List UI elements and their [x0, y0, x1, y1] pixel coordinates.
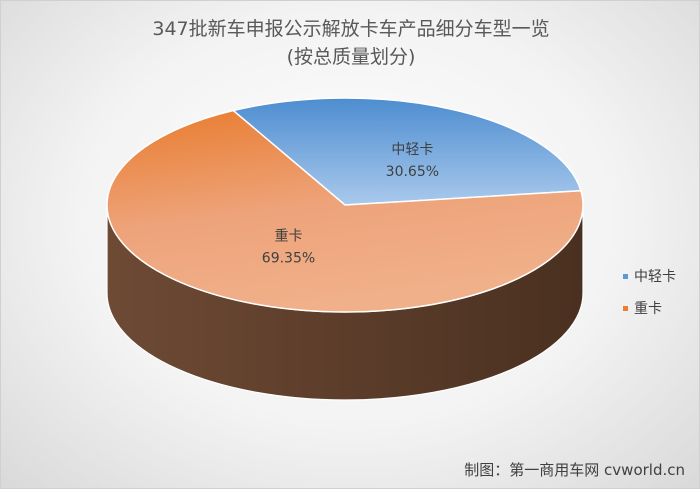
pie-slice-heavy-truck [106, 109, 584, 313]
legend-item-heavy-truck: 重卡 [623, 297, 693, 319]
data-label-name-light-truck: 中轻卡 [391, 142, 433, 158]
chart-subtitle: (按总质量划分) [286, 46, 416, 68]
footer-credit: 制图：第一商用车网 cvworld.cn [464, 461, 685, 479]
data-label-value-light-truck: 30.65% [386, 164, 439, 180]
pie-slice-light-truck [232, 97, 582, 206]
legend-swatch-heavy-truck [623, 305, 628, 311]
legend-label-heavy-truck: 重卡 [634, 301, 662, 317]
data-label-name-heavy-truck: 重卡 [274, 229, 302, 245]
legend-label-light-truck: 中轻卡 [634, 269, 676, 285]
chart-title: 347批新车申报公示解放卡车产品细分车型一览 [152, 18, 550, 40]
legend-swatch-light-truck [623, 273, 628, 279]
legend-item-light-truck: 中轻卡 [623, 265, 693, 287]
legend: 中轻卡 重卡 [623, 265, 693, 329]
data-label-value-heavy-truck: 69.35% [262, 251, 315, 267]
